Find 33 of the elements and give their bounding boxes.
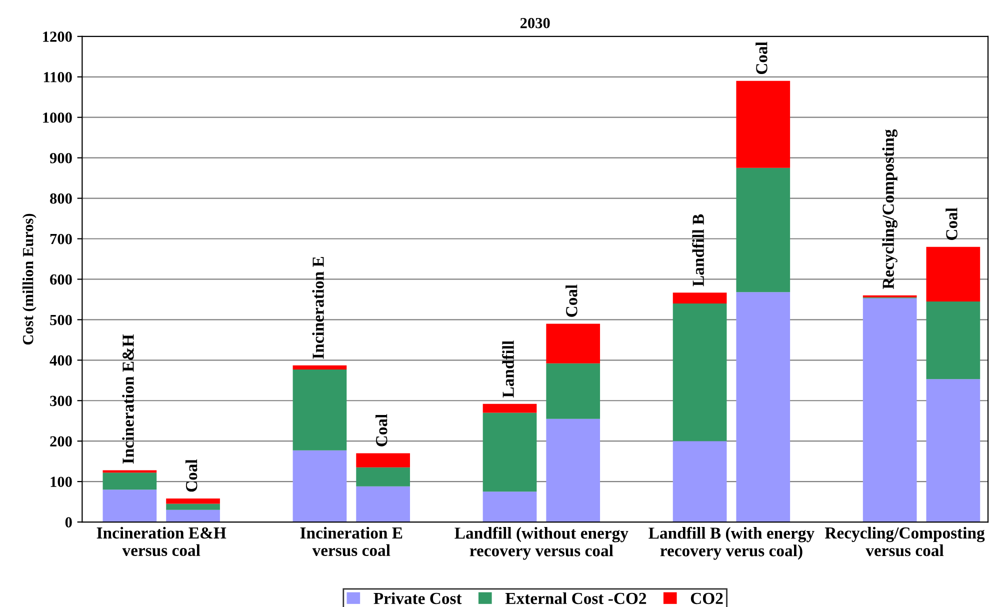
x-tick-label: Incineration E&H [122,334,134,464]
x-tick-label: Incineration E [312,256,324,359]
text: Incineration E&H versus coal [96,526,226,556]
legend-label: Private Cost [374,592,462,604]
y-axis-title: Cost (million Euros) [22,214,36,345]
y-tick-label: 400 [50,355,72,366]
y-tick-label: 700 [50,234,72,244]
y-tick-label: 1100 [44,72,72,82]
x-tick-label: Coal [756,42,768,74]
text: Landfill (without energy recovery versus coal [454,526,628,560]
text: Landfill B (with energy recovery verus coal) [648,526,814,560]
x-tick-label: Coal [185,459,198,492]
legend-label: CO2 [690,592,723,604]
x-tick-label: Recycling/Composting [882,129,898,290]
text: Incineration E versus coal [300,526,402,556]
x-tick-label: Landfill B [692,214,704,286]
chart-title: 2030 [520,18,550,28]
text: Recycling/Composting versus coal [824,526,985,556]
x-tick-label: Coal [946,208,958,240]
x-tick-label: Landfill [502,340,514,398]
y-tick-label: 1000 [43,112,72,123]
y-tick-label: 500 [50,314,72,326]
y-tick-label: 0 [65,517,72,528]
legend-label: External Cost -CO2 [505,592,646,604]
y-tick-label: 300 [50,396,72,406]
y-tick-label: 100 [50,476,72,488]
y-tick-label: 600 [50,274,72,285]
y-tick-label: 1200 [43,32,72,42]
y-tick-label: 200 [50,436,72,447]
x-tick-label: Coal [376,414,388,446]
y-tick-label: 800 [50,193,72,204]
y-tick-label: 900 [50,152,72,164]
x-tick-label: Coal [566,284,578,317]
